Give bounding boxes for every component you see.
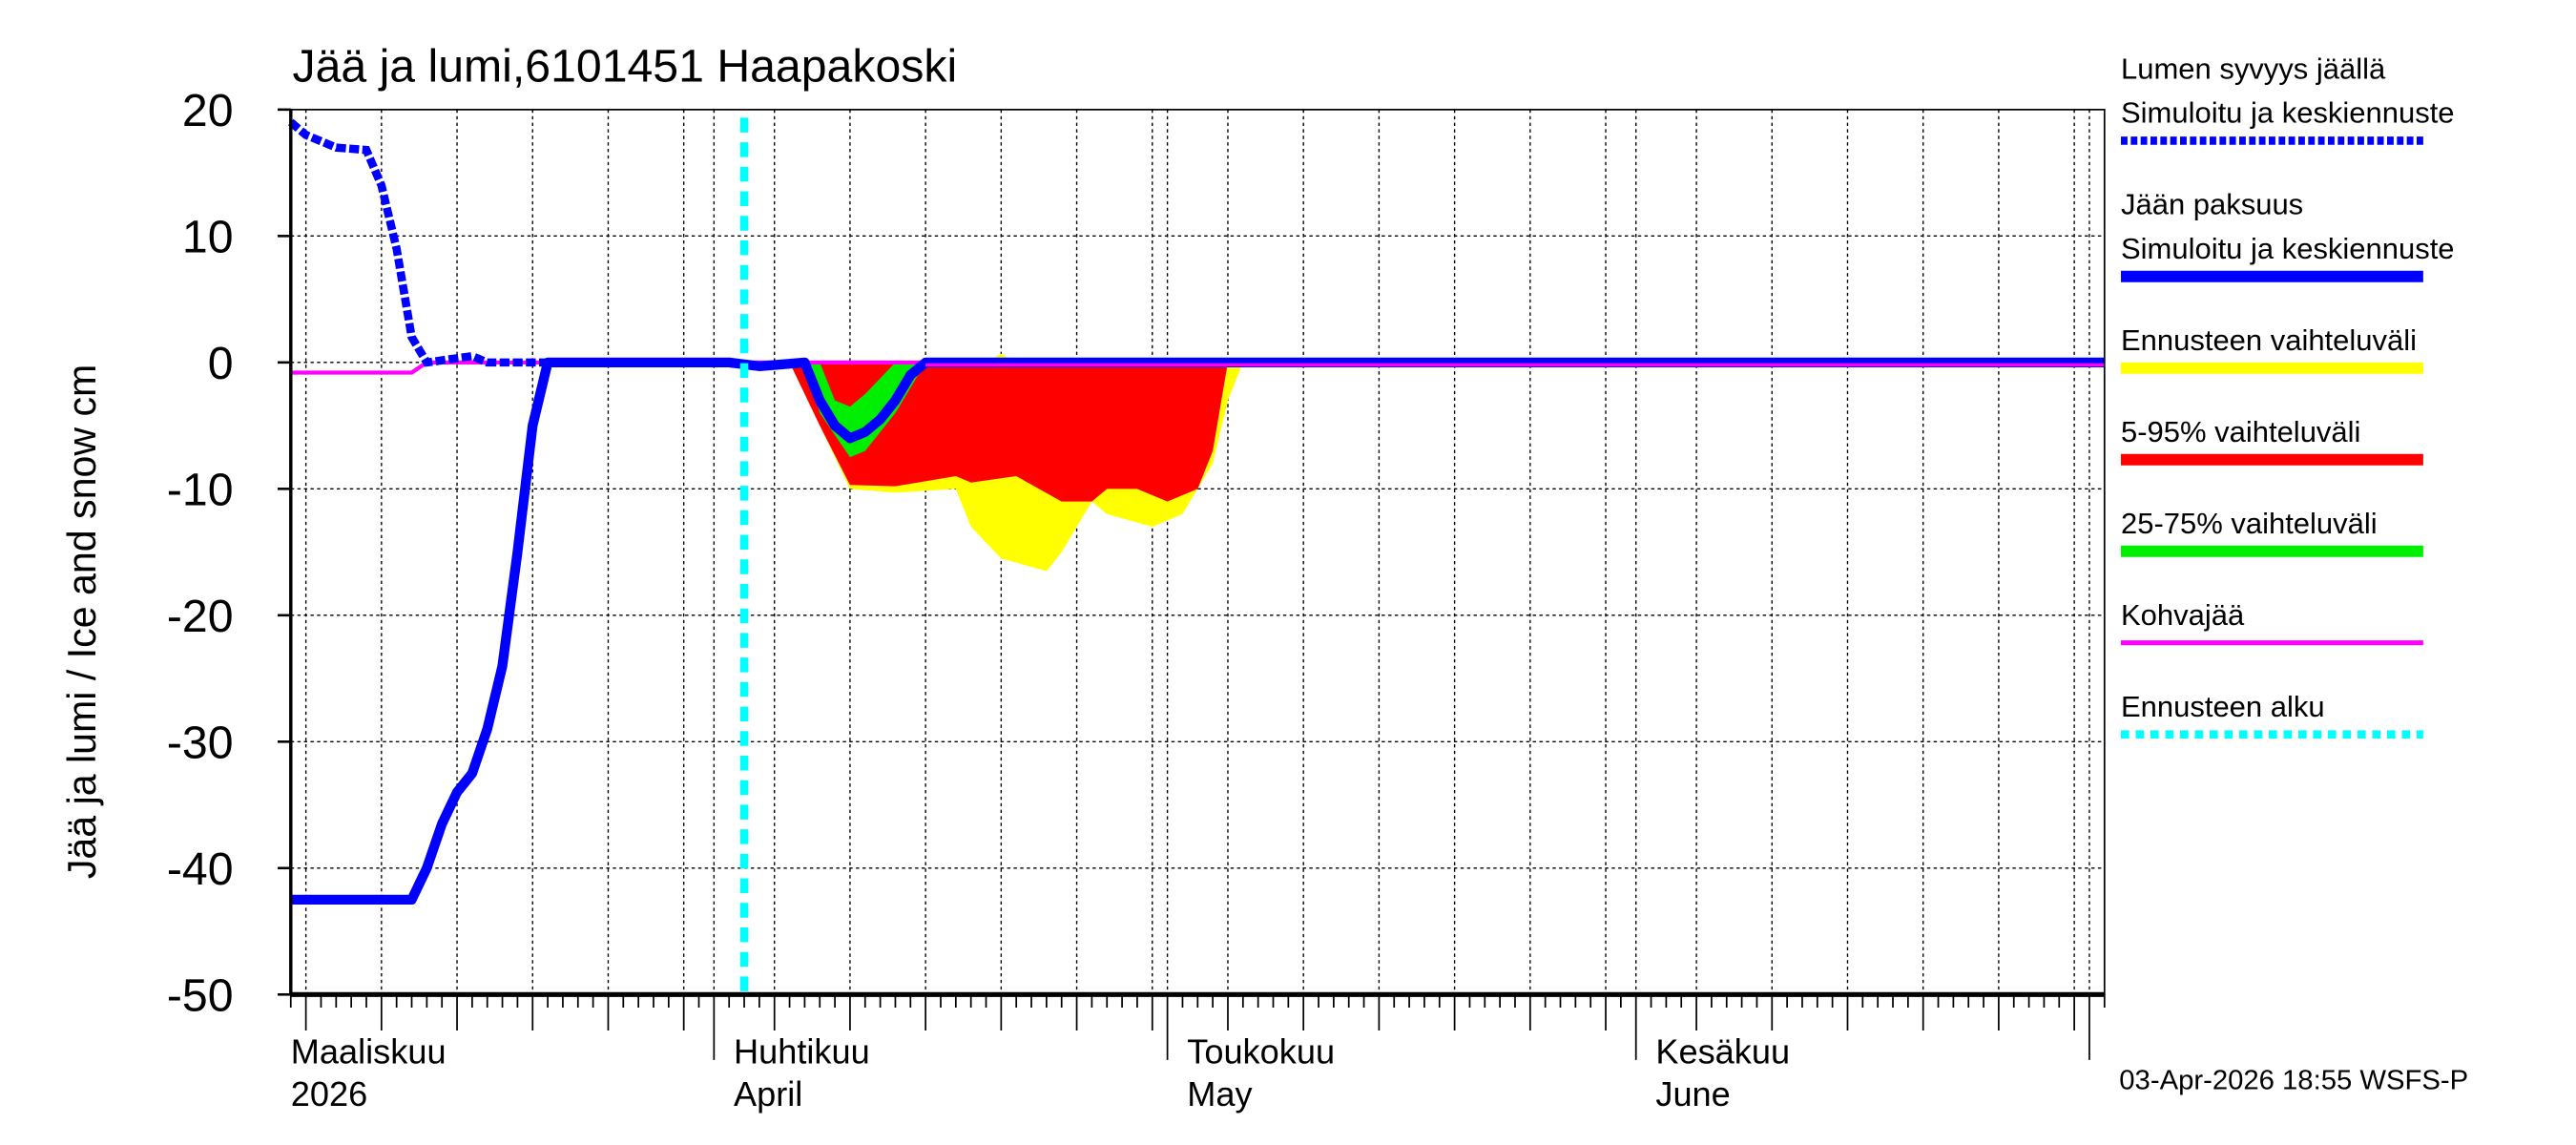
y-axis-label: Jää ja lumi / Ice and snow cm: [60, 364, 104, 879]
y-tick-label: -10: [167, 465, 234, 516]
legend-label: Ennusteen alku: [2121, 690, 2325, 723]
month-label-fi: Maaliskuu: [291, 1031, 447, 1071]
lines: [287, 117, 2105, 995]
month-label-en: 2026: [291, 1074, 367, 1114]
legend-label: Lumen syvyys jäällä: [2121, 52, 2386, 85]
legend-label: 5-95% vaihteluväli: [2121, 415, 2360, 448]
month-label-fi: Toukokuu: [1187, 1031, 1335, 1071]
month-label-en: May: [1187, 1074, 1252, 1114]
legend-label: Kohvajää: [2121, 598, 2245, 632]
y-tick-label: 20: [182, 85, 234, 136]
chart-title: Jää ja lumi,6101451 Haapakoski: [293, 41, 958, 93]
legend-label: Simuloitu ja keskiennuste: [2121, 232, 2455, 265]
y-tick-label: -30: [167, 718, 234, 769]
legend-label: Simuloitu ja keskiennuste: [2121, 96, 2455, 130]
legend-label: 25-75% vaihteluväli: [2121, 507, 2378, 540]
month-label-fi: Kesäkuu: [1655, 1031, 1790, 1071]
snow-depth-line: [287, 118, 549, 367]
y-tick-label: -40: [167, 843, 234, 895]
y-tick-label: 10: [182, 212, 234, 263]
month-label-en: April: [734, 1074, 802, 1114]
gridlines: [290, 109, 2105, 995]
y-tick-label: -50: [167, 970, 234, 1022]
y-tick-label: 0: [208, 338, 234, 389]
plot-frame: [289, 109, 2106, 996]
month-label-fi: Huhtikuu: [734, 1031, 870, 1071]
bands: [789, 353, 1243, 572]
timestamp: 03-Apr-2026 18:55 WSFS-P: [2119, 1066, 2468, 1096]
month-label-en: June: [1655, 1074, 1730, 1114]
p25-75-band: [804, 362, 926, 458]
ice-thickness-line: [290, 357, 2105, 905]
y-tick-label: -20: [167, 591, 234, 642]
legend: Lumen syvyys jäällä Simuloitu ja keskienn…: [2121, 52, 2455, 739]
legend-label: Ennusteen vaihteluväli: [2121, 323, 2417, 357]
legend-label: Jään paksuus: [2121, 188, 2303, 221]
